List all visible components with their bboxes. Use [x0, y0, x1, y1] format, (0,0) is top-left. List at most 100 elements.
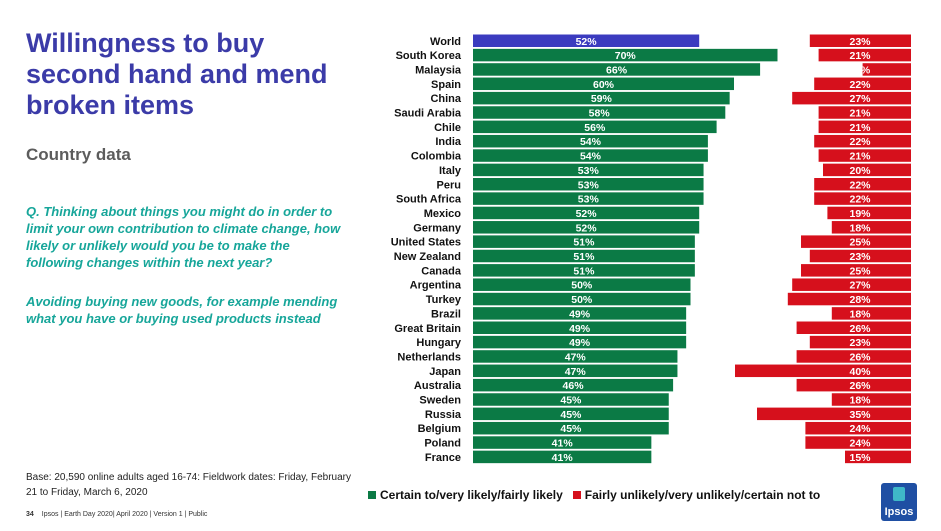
likely-value-label: 49%	[569, 323, 591, 335]
unlikely-bar	[796, 350, 911, 363]
unlikely-value-label: 21%	[849, 108, 871, 120]
likely-value-label: 53%	[578, 179, 600, 191]
likely-bar	[473, 436, 652, 449]
likely-value-label: 52%	[576, 36, 598, 48]
unlikely-bar	[818, 120, 911, 134]
likely-bar	[473, 134, 708, 148]
legend-item-likely: Certain to/very likely/fairly likely	[368, 488, 563, 502]
unlikely-value-label: 22%	[849, 179, 871, 191]
likely-bar	[473, 106, 726, 119]
unlikely-bar	[809, 335, 911, 349]
likely-bar	[473, 335, 687, 349]
unlikely-bar	[831, 307, 911, 320]
likely-value-label: 52%	[576, 222, 598, 234]
category-label: Australia	[414, 380, 462, 392]
unlikely-value-label: 26%	[849, 351, 871, 363]
category-label: Poland	[424, 438, 461, 450]
unlikely-bar	[818, 48, 911, 62]
likely-value-label: 58%	[589, 108, 611, 120]
unlikely-bar	[814, 77, 911, 91]
category-label: Malaysia	[415, 64, 462, 76]
unlikely-value-label: 25%	[849, 265, 871, 277]
page-title: Willingness to buy second hand and mend …	[26, 28, 328, 120]
survey-option: Avoiding buying new goods, for example m…	[26, 294, 338, 326]
unlikely-value-label: 22%	[849, 136, 871, 148]
chart-legend: Certain to/very likely/fairly likely Fai…	[368, 488, 820, 502]
category-label: Japan	[429, 366, 461, 378]
likely-bar	[473, 178, 704, 191]
unlikely-value-label: 22%	[849, 79, 871, 91]
footer-text: Ipsos | Earth Day 2020| April 2020 | Ver…	[41, 511, 208, 518]
unlikely-value-label: 24%	[849, 438, 871, 450]
unlikely-bar	[818, 106, 911, 119]
likely-value-label: 59%	[591, 93, 613, 105]
unlikely-value-label: 27%	[849, 93, 871, 105]
survey-question: Q. Thinking about things you might do in…	[26, 204, 341, 270]
base-note: Base: 20,590 online adults aged 16-74: F…	[26, 472, 351, 498]
footer: 34 Ipsos | Earth Day 2020| April 2020 | …	[26, 511, 207, 518]
likely-value-label: 47%	[565, 366, 587, 378]
category-label: Russia	[425, 409, 462, 421]
unlikely-bar	[823, 163, 911, 177]
category-label: Germany	[413, 222, 462, 234]
likely-bar	[473, 77, 734, 91]
likely-bar	[473, 206, 700, 220]
unlikely-bar	[805, 436, 911, 449]
category-label: World	[430, 36, 461, 48]
unlikely-value-label: 19%	[849, 208, 871, 220]
likely-bar	[473, 163, 704, 177]
unlikely-bar	[862, 63, 911, 76]
category-label: Belgium	[418, 423, 462, 435]
unlikely-bar	[757, 407, 911, 421]
likely-value-label: 45%	[560, 395, 582, 407]
category-label: Spain	[431, 79, 461, 91]
category-label: France	[425, 452, 461, 464]
unlikely-value-label: 22%	[849, 194, 871, 206]
category-label: United States	[391, 237, 461, 249]
likely-value-label: 60%	[593, 79, 615, 91]
likely-bar	[473, 221, 700, 234]
likely-bar	[473, 378, 674, 392]
likely-bar	[473, 321, 687, 334]
unlikely-value-label: 18%	[849, 395, 871, 407]
category-label: Chile	[434, 122, 461, 134]
unlikely-value-label: 21%	[849, 122, 871, 134]
category-label: Sweden	[419, 395, 461, 407]
unlikely-bar	[827, 206, 911, 220]
category-label: China	[430, 93, 461, 105]
unlikely-value-label: 18%	[849, 222, 871, 234]
likely-bar	[473, 63, 761, 76]
unlikely-value-label: 23%	[849, 251, 871, 263]
likely-bar	[473, 120, 717, 134]
unlikely-value-label: 40%	[849, 366, 871, 378]
likely-bar	[473, 407, 669, 421]
likely-bar	[473, 149, 708, 162]
category-label: Netherlands	[397, 351, 461, 363]
logo-mark-icon	[893, 487, 905, 501]
unlikely-value-label: 11%	[850, 64, 871, 76]
legend-label-unlikely: Fairly unlikely/very unlikely/certain no…	[584, 488, 821, 502]
likely-value-label: 49%	[569, 308, 591, 320]
likely-bar	[473, 91, 730, 105]
category-label: Peru	[437, 179, 461, 191]
unlikely-bar	[792, 278, 911, 291]
unlikely-value-label: 23%	[849, 337, 871, 349]
unlikely-bar	[792, 91, 911, 105]
likely-bar	[473, 264, 695, 277]
likely-bar	[473, 364, 678, 378]
likely-bar	[473, 278, 691, 291]
unlikely-value-label: 25%	[849, 237, 871, 249]
unlikely-bar	[831, 393, 911, 406]
category-label: Canada	[421, 265, 462, 277]
category-label: Argentina	[410, 280, 462, 292]
likely-bar	[473, 307, 687, 320]
category-label: India	[435, 136, 462, 148]
likely-value-label: 53%	[578, 194, 600, 206]
unlikely-bar	[814, 134, 911, 148]
category-label: Brazil	[431, 308, 461, 320]
category-label: Turkey	[426, 294, 462, 306]
likely-value-label: 51%	[573, 265, 595, 277]
logo-text: Ipsos	[884, 506, 914, 518]
likely-bar	[473, 249, 695, 263]
legend-swatch-likely	[368, 491, 376, 499]
